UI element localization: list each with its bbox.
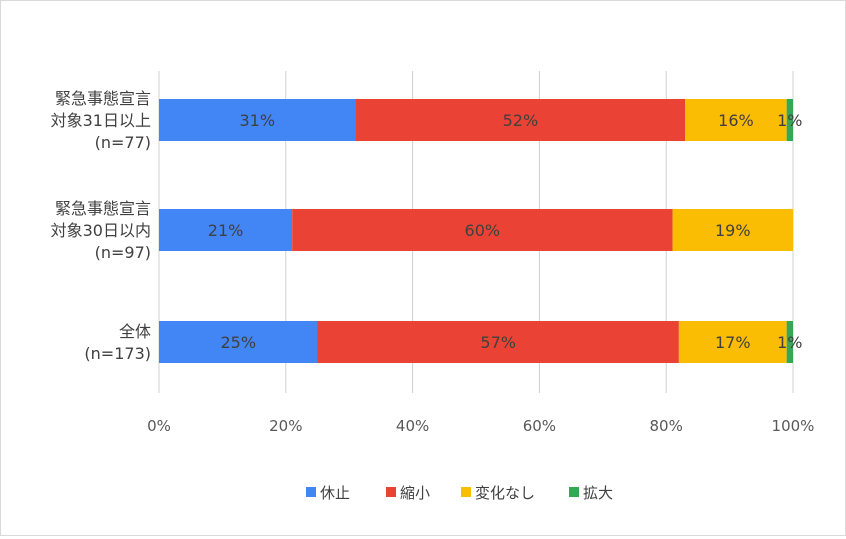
bar-segment	[678, 321, 787, 363]
data-label: 60%	[465, 221, 501, 240]
category-label: 緊急事態宣言対象31日以上 (n=77)	[51, 89, 151, 152]
category-label-line: 全体	[119, 322, 151, 341]
category-label-line: 対象30日以内	[51, 221, 151, 240]
category-label: 緊急事態宣言対象30日以内 (n=97)	[51, 199, 151, 262]
legend-label: 縮小	[400, 484, 430, 502]
category-label-line: 緊急事態宣言	[55, 89, 151, 108]
x-tick-label: 0%	[147, 417, 171, 435]
data-label: 16%	[718, 111, 754, 130]
bar-segment	[159, 99, 356, 141]
data-label: 57%	[480, 333, 516, 352]
bar-segment	[685, 99, 787, 141]
legend-label: 休止	[320, 484, 350, 502]
legend-swatch	[461, 487, 471, 497]
category-label-line: (n=97)	[95, 243, 151, 262]
bar-segment	[786, 99, 793, 141]
bar-segment	[159, 321, 318, 363]
x-tick-label: 100%	[772, 417, 815, 435]
legend-swatch	[386, 487, 396, 497]
category-label: 全体 (n=173)	[84, 322, 151, 363]
bar-segment	[355, 99, 686, 141]
legend-swatch	[569, 487, 579, 497]
data-label: 1%	[777, 333, 802, 352]
x-tick-label: 40%	[396, 417, 429, 435]
bar-segment	[159, 209, 293, 251]
category-label-line: (n=173)	[84, 344, 151, 363]
bar-segment	[672, 209, 793, 251]
category-label-line: (n=77)	[95, 133, 151, 152]
data-label: 21%	[208, 221, 244, 240]
legend-swatch	[306, 487, 316, 497]
category-label-line: 緊急事態宣言	[55, 199, 151, 218]
data-label: 19%	[715, 221, 751, 240]
legend-label: 拡大	[583, 484, 613, 502]
category-label-line: 対象31日以上	[51, 111, 151, 130]
data-label: 31%	[239, 111, 275, 130]
legend-label: 変化なし	[475, 484, 535, 502]
x-tick-label: 80%	[650, 417, 683, 435]
bar-segment	[786, 321, 793, 363]
bar-segment	[317, 321, 679, 363]
x-tick-label: 60%	[523, 417, 556, 435]
data-label: 25%	[220, 333, 256, 352]
data-label: 1%	[777, 111, 802, 130]
x-tick-label: 20%	[269, 417, 302, 435]
data-label: 17%	[715, 333, 751, 352]
bar-segment	[292, 209, 673, 251]
data-label: 52%	[503, 111, 539, 130]
